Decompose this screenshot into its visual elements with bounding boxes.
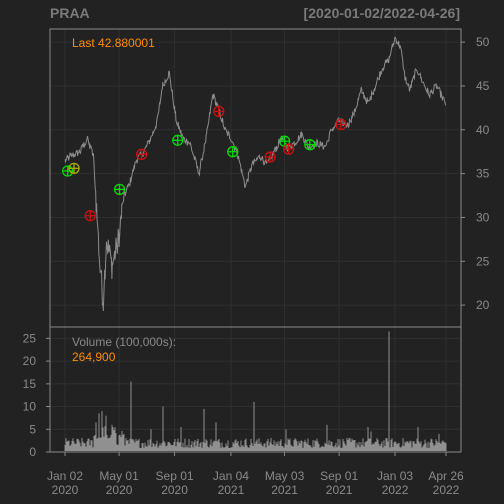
volume-grid — [50, 337, 461, 453]
x-tick-label: Jan 04 2021 — [213, 469, 249, 497]
buy-signal-marker — [113, 183, 126, 196]
price-tick-label: 20 — [476, 298, 490, 312]
x-axis: Jan 02 2020 May 01 2020 Sep 01 2020 Jan 04 2021… — [47, 452, 464, 497]
sell-signal-marker — [282, 143, 295, 155]
price-tick-label: 25 — [476, 254, 490, 268]
x-tick-label: Sep 01 2021 — [320, 469, 358, 497]
price-line — [64, 36, 447, 312]
x-tick-label: May 03 2021 — [265, 469, 305, 497]
x-tick-label: Jan 03 2022 — [377, 469, 413, 497]
volume-bars — [64, 331, 447, 451]
neutral-signal-marker — [68, 162, 80, 175]
buy-signal-marker — [62, 165, 74, 177]
buy-signal-marker — [172, 134, 184, 146]
sell-signal-marker — [335, 118, 347, 131]
price-tick-label: 40 — [476, 123, 490, 137]
volume-tick-label: 5 — [29, 422, 36, 436]
x-tick-label: May 01 2020 — [99, 469, 139, 497]
price-grid — [50, 29, 461, 452]
price-tick-label: 30 — [476, 210, 490, 224]
x-tick-label: Jan 02 2020 — [47, 469, 83, 497]
x-tick-label: Apr 26 2022 — [428, 469, 464, 497]
signal-markers — [62, 105, 347, 222]
volume-tick-label: 20 — [23, 354, 37, 368]
x-tick-label: Sep 01 2020 — [156, 469, 194, 497]
sell-signal-marker — [136, 148, 148, 160]
buy-signal-marker — [227, 146, 239, 158]
volume-value: 264,900 — [72, 350, 116, 364]
price-tick-label: 45 — [476, 79, 490, 93]
volume-panel-frame — [49, 326, 462, 453]
volume-label: Volume (100,000s): — [72, 335, 176, 349]
price-y-axis: 20 25 30 35 40 45 50 — [461, 35, 490, 312]
chart-date-range: [2020-01-02/2022-04-26] — [303, 5, 460, 21]
last-price-label: Last 42.880001 — [72, 36, 155, 50]
volume-tick-label: 15 — [23, 377, 37, 391]
price-panel-frame — [49, 28, 462, 328]
chart-symbol-title: PRAA — [50, 5, 90, 21]
price-series — [64, 36, 447, 312]
buy-signal-marker — [304, 139, 316, 151]
price-tick-label: 35 — [476, 167, 490, 181]
price-tick-label: 50 — [476, 35, 490, 49]
volume-tick-label: 25 — [23, 331, 37, 345]
volume-tick-label: 10 — [23, 400, 37, 414]
sell-signal-marker — [213, 105, 225, 118]
volume-tick-label: 0 — [29, 445, 36, 459]
volume-y-axis: 0 5 10 15 20 25 — [23, 331, 50, 459]
sell-signal-marker — [84, 210, 96, 222]
sell-signal-marker — [264, 151, 276, 163]
